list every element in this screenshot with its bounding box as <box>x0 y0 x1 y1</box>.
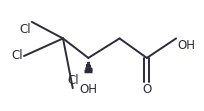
Text: Cl: Cl <box>19 23 31 36</box>
Text: OH: OH <box>79 83 97 96</box>
Text: Cl: Cl <box>67 74 79 87</box>
Text: OH: OH <box>177 39 195 52</box>
Text: Cl: Cl <box>11 50 23 62</box>
Text: O: O <box>142 83 152 96</box>
